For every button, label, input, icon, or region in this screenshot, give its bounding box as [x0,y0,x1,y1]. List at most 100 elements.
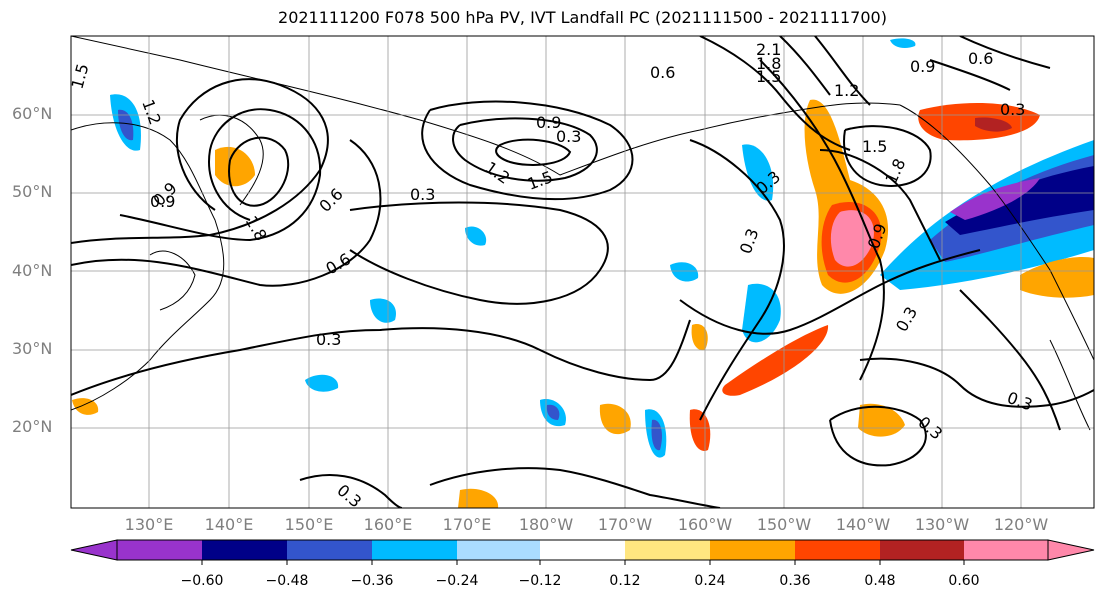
colorbar-tick-label: 0.36 [779,573,811,589]
colorbar-segment [202,540,287,560]
lon-label: 170°E [442,515,492,534]
contour-low-west-inner [228,136,290,207]
contour-label: 1.5 [756,67,781,86]
colorbar-segment [625,540,710,560]
colorbar-tick-label: 0.24 [694,573,726,589]
shade-negative-gulf [742,144,774,201]
contour-high-ne-2 [814,36,871,106]
contour-label: 2.1 [756,40,781,59]
shade-positive-isl7 [458,488,499,508]
map-frame [70,35,1095,509]
lon-label: 180°W [518,515,574,534]
colorbar [70,539,1095,565]
contour-0-3-se [859,357,1094,408]
contour-low-central-mid [452,117,598,182]
colorbar-tick-label: −0.48 [265,573,309,589]
contour-0-3-east [679,249,981,335]
lon-label: 130°W [914,515,970,534]
contour-label: 0.9 [910,57,935,76]
shade-negative-band-peak [950,178,1040,220]
shade-negative-mid2 [670,262,699,282]
shade-negative-band-max [945,166,1094,235]
coastline-asia [71,122,225,411]
lat-label: 30°N [12,339,53,358]
colorbar-segment [880,540,964,560]
shade-positive-isl6 [599,403,631,435]
colorbar-segment [457,540,540,560]
lon-label: 160°W [677,515,733,534]
shade-positive-alaska-core [975,117,1012,132]
pv-contours [71,36,1094,508]
colorbar-tick-label: −0.12 [518,573,562,589]
colorbar-tick-label: 0.12 [609,573,641,589]
shade-negative-south-core [651,419,663,451]
contour-label: 1.5 [862,137,887,156]
colorbar-segment [372,540,457,560]
contour-trough-right [759,59,885,381]
contour-label: 0.6 [650,63,675,82]
shade-negative-isl2-core [546,404,560,420]
shade-positive-streak [722,325,829,396]
lon-label: 140°E [204,515,254,534]
contour-low-west-outer [71,78,329,244]
colorbar-extend-left [70,539,118,561]
lon-label: 170°W [597,515,653,534]
contour-label: 0.9 [150,192,175,211]
lon-label: 150°E [284,515,334,534]
contour-0-6-west [71,139,382,287]
lat-label: 50°N [12,182,53,201]
contour-low-central-inner [495,138,572,166]
colorbar-ticks [201,560,965,565]
contour-label: 0.3 [316,330,341,349]
colorbar-segment [540,540,625,560]
contour-label: 0.3 [410,185,435,204]
contour-ne-ridge [819,149,941,261]
lon-label: 150°W [756,515,812,534]
shade-negative-isl1 [305,374,339,392]
coastline-alaska [71,36,901,176]
contour-label: 0.3 [556,127,581,146]
contour-low-west-mid [119,108,322,242]
contour-high-ne-1 [779,36,831,96]
contour-label: 1.8 [756,54,781,73]
lon-label: 160°E [363,515,413,534]
shade-positive-se [858,403,905,437]
colorbar-tick-label: 0.48 [864,573,896,589]
contour-label: 0.6 [968,49,993,68]
contour-top-right [959,36,1051,69]
lon-label: 140°W [835,515,891,534]
contour-0-3-sw [299,474,403,508]
lat-label: 40°N [12,261,53,280]
map-title: 2021111200 F078 500 hPa PV, IVT Landfall… [278,8,887,27]
contour-0-3-south [429,467,721,508]
lon-label: 120°W [993,515,1049,534]
colorbar-tick-label: −0.60 [180,573,224,589]
colorbar-segment [287,540,372,560]
shade-negative-isl4 [465,226,487,246]
shade-negative-top [890,38,916,48]
colorbar-tick-label: −0.36 [350,573,394,589]
coastlines [71,36,1094,431]
contour-0-3-loop [349,201,609,305]
colorbar-segment [710,540,795,560]
colorbar-tick-label: −0.24 [435,573,479,589]
contour-east-lower [959,289,1061,431]
lat-label: 60°N [12,104,53,123]
contour-0-3-main [71,319,691,396]
shading-layer [72,38,1094,508]
map-panel: 1.5 1.2 0.9 0.6 0.3 2.1 1.8 1.5 1.2 0.9 … [68,36,1094,508]
shade-positive-uswest [1020,256,1094,298]
contour-south-loop [829,405,927,467]
colorbar-segment [964,540,1048,560]
contour-east-upper [929,59,1011,91]
contour-label: 1.2 [834,81,859,100]
lat-label: 20°N [12,417,53,436]
contour-ne-loop [843,125,932,187]
contour-label: 1.5 [68,62,93,92]
contour-label: 0.3 [1000,100,1025,119]
contour-trough-left [689,139,785,421]
colorbar-segment [117,540,202,560]
colorbar-tick-label: 0.60 [948,573,980,589]
shade-negative-isl3 [370,298,396,323]
